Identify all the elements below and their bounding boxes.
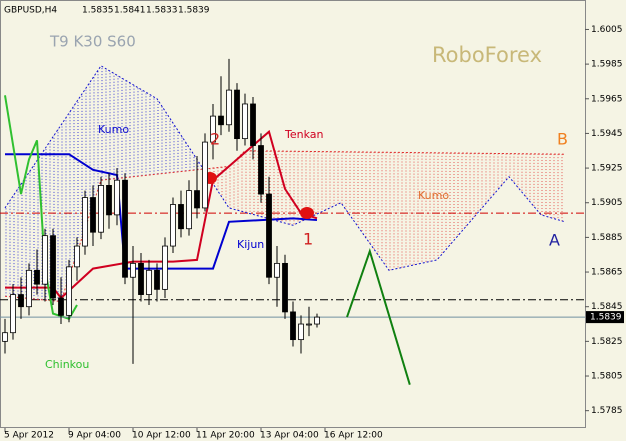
candle-body <box>274 262 280 278</box>
y-tick-label: 1.5945 <box>591 129 623 139</box>
candle-body <box>2 332 8 342</box>
y-tick-label: 1.5905 <box>591 198 623 208</box>
candle-body <box>298 323 304 341</box>
plot-layer <box>0 65 585 321</box>
candle-body <box>98 185 104 233</box>
candle-body <box>122 179 128 278</box>
candle-body <box>290 311 296 341</box>
signal-marker <box>300 207 314 219</box>
header-close: 1.5839 <box>178 6 210 16</box>
header-low: 1.5833 <box>146 6 178 16</box>
y-tick-label: 1.5845 <box>591 302 623 312</box>
plot-frame <box>0 0 586 428</box>
candle-body <box>186 190 192 230</box>
candle-body <box>58 297 64 316</box>
y-tick-label: 1.5925 <box>591 164 623 174</box>
candle-body <box>178 204 184 230</box>
annotation: 1 <box>303 230 313 249</box>
candle-body <box>282 262 288 313</box>
candle-body <box>146 269 152 295</box>
chart-title: GBPUSD,H4 <box>4 6 57 16</box>
candle-body <box>266 193 272 278</box>
candle-body <box>50 235 56 299</box>
line-label: Kumo <box>98 123 129 136</box>
candle-body <box>82 197 88 247</box>
candle-body <box>18 294 24 308</box>
candle-body <box>106 185 112 216</box>
y-tick-label: 1.5865 <box>591 268 623 278</box>
candle-body <box>114 179 120 216</box>
indicator-params: T9 K30 S60 <box>49 33 136 51</box>
line-label: Kumo <box>418 189 449 202</box>
candle-body <box>210 115 216 143</box>
y-tick-label: 1.5805 <box>591 372 623 382</box>
y-tick-label: 1.5965 <box>591 94 623 104</box>
candle-body <box>202 141 208 209</box>
candle-body <box>26 269 32 308</box>
candle-body <box>218 115 224 126</box>
candle-body <box>34 269 40 285</box>
candle-body <box>154 269 160 290</box>
candle-body <box>42 235 48 285</box>
y-tick-label: 1.5985 <box>591 60 623 70</box>
candle-body <box>306 323 312 326</box>
y-tick-label: 1.6005 <box>591 25 623 35</box>
indicator-line <box>4 95 78 321</box>
line-label: Chinkou <box>45 358 89 371</box>
candle-body <box>90 197 96 233</box>
x-tick-label: 9 Apr 04:00 <box>68 431 121 441</box>
line-label: Tenkan <box>284 128 324 141</box>
x-tick-label: 16 Apr 12:00 <box>324 431 383 441</box>
x-tick-label: 5 Apr 2012 <box>4 431 54 441</box>
candle-body <box>314 316 320 325</box>
forecast-line <box>346 248 411 385</box>
candle-body <box>138 262 144 295</box>
candle-body <box>66 266 72 316</box>
price-label: 1.5839 <box>590 313 622 323</box>
candle-body <box>194 190 200 209</box>
candle-body <box>10 294 16 334</box>
candle-body <box>170 204 176 247</box>
candle-body <box>74 245 80 268</box>
y-tick-label: 1.5825 <box>591 337 623 347</box>
candle-body <box>250 103 256 146</box>
x-tick-label: 13 Apr 04:00 <box>260 431 319 441</box>
x-tick-label: 10 Apr 12:00 <box>132 431 191 441</box>
x-tick-label: 11 Apr 20:00 <box>196 431 255 441</box>
candle-body <box>234 89 240 140</box>
annotation: A <box>549 231 560 250</box>
line-label: Kijun <box>237 238 264 251</box>
annotation: 2 <box>210 130 220 149</box>
y-tick-label: 1.5885 <box>591 233 623 243</box>
candle-body <box>130 262 136 278</box>
candle-body <box>162 245 168 290</box>
y-tick-label: 1.5785 <box>591 406 623 416</box>
candle-body <box>226 89 232 126</box>
annotation: B <box>557 130 568 149</box>
candle-body <box>242 103 248 140</box>
indicator-line <box>4 65 566 271</box>
watermark: RoboForex <box>432 43 542 67</box>
candle-body <box>258 145 264 195</box>
header-high: 1.5841 <box>114 6 146 16</box>
header-open: 1.5835 <box>82 6 114 16</box>
indicator-line <box>4 150 566 303</box>
price-box <box>586 311 624 324</box>
